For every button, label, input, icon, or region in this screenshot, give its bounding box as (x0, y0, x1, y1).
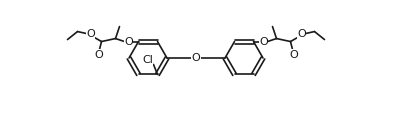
Text: O: O (259, 37, 268, 47)
Text: O: O (86, 29, 95, 39)
Text: O: O (192, 53, 200, 63)
Text: O: O (289, 50, 298, 60)
Text: O: O (297, 29, 306, 39)
Text: O: O (124, 37, 133, 47)
Text: O: O (94, 50, 103, 60)
Text: Cl: Cl (142, 55, 153, 65)
